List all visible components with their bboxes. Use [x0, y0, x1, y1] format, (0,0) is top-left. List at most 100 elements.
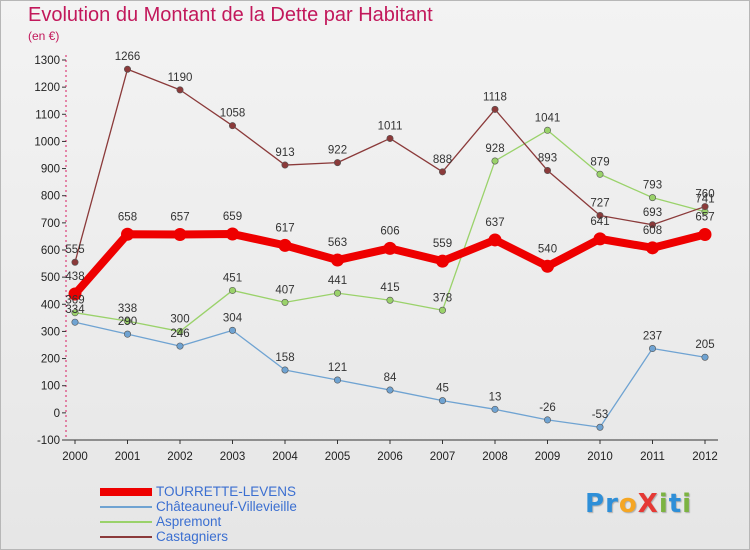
chart-subtitle: (en €): [28, 29, 60, 43]
x-tick-label: 2005: [325, 451, 351, 463]
data-label: 793: [643, 180, 662, 192]
data-label: 338: [118, 303, 137, 315]
data-label: 922: [328, 145, 347, 157]
data-label: 451: [223, 272, 242, 284]
data-point: [124, 317, 132, 325]
data-point: [386, 134, 394, 142]
data-point: [491, 157, 499, 165]
logo-letter: t: [668, 489, 683, 519]
data-point: [648, 221, 656, 229]
legend-label: Aspremont: [156, 514, 222, 529]
data-label: 657: [170, 212, 189, 224]
data-label: 659: [223, 211, 242, 223]
y-tick-label: 1200: [34, 82, 60, 94]
data-labels: 438 658 657 659 617 563 606 559 637 540 641 608 657 3…: [65, 51, 714, 421]
data-label: 1011: [378, 120, 403, 132]
data-point: [71, 309, 79, 317]
legend-swatch: [100, 506, 152, 508]
data-label: 369: [65, 295, 84, 307]
data-label: 606: [380, 225, 399, 237]
data-label: 407: [275, 284, 294, 296]
x-tick-label: 2004: [272, 451, 298, 463]
logo-letter: i: [658, 489, 669, 519]
data-label: 893: [538, 152, 557, 164]
data-point: [593, 232, 607, 246]
y-tick-label: 0: [54, 408, 60, 420]
legend-swatch: [100, 488, 152, 496]
y-tick-label: -100: [37, 435, 60, 447]
data-label: 300: [170, 313, 189, 325]
data-label: 237: [643, 331, 662, 343]
data-point: [541, 259, 554, 273]
data-label: 879: [590, 156, 609, 168]
data-point: [386, 386, 394, 394]
data-label: 641: [590, 216, 609, 228]
data-point: [648, 194, 656, 202]
data-label: 727: [590, 198, 609, 210]
x-tick-label: 2002: [167, 451, 193, 463]
data-point: [124, 330, 132, 338]
data-label: 760: [695, 189, 714, 201]
data-label: 563: [328, 237, 347, 249]
data-point: [281, 161, 289, 169]
data-point: [333, 289, 341, 297]
data-label: 617: [275, 222, 294, 234]
data-label: 13: [489, 391, 502, 403]
data-point: [438, 168, 446, 176]
data-point: [281, 298, 289, 306]
x-tick-label: 2006: [377, 451, 403, 463]
logo-letter: P: [585, 489, 606, 519]
data-point: [176, 86, 184, 94]
data-point: [648, 345, 656, 353]
data-point: [438, 397, 446, 405]
data-label: 1266: [115, 51, 141, 63]
logo-letter: X: [637, 489, 659, 519]
data-label: 1190: [168, 72, 193, 84]
data-label: 657: [695, 212, 714, 224]
data-label: 741: [695, 194, 714, 206]
data-point: [438, 306, 446, 314]
data-label: 608: [643, 225, 662, 237]
data-point: [646, 241, 659, 255]
legend-label: Castagniers: [156, 529, 229, 544]
data-label: -26: [539, 402, 556, 414]
data-point: [331, 253, 344, 267]
x-tick-label: 2012: [692, 451, 718, 463]
y-tick-label: 200: [41, 354, 60, 366]
data-point: [596, 170, 604, 178]
data-point: [71, 258, 79, 266]
data-point: [383, 241, 397, 255]
data-point: [386, 296, 394, 304]
legend-label: TOURRETTE-LEVENS: [156, 484, 297, 499]
data-point: [229, 122, 237, 130]
axes: 1300120011001000900800700600500400300200…: [34, 55, 718, 463]
data-point: [226, 227, 239, 241]
data-point: [701, 353, 709, 361]
y-tick-label: 900: [41, 164, 60, 176]
data-point: [121, 227, 134, 241]
data-point: [333, 159, 341, 167]
data-label: 1041: [535, 112, 561, 124]
data-label: 1118: [483, 91, 507, 103]
legend-label: Châteauneuf-Villevieille: [156, 499, 297, 514]
data-point: [491, 105, 499, 113]
data-label: 121: [328, 362, 347, 374]
y-tick-label: 700: [41, 218, 60, 230]
y-tick-label: 600: [41, 245, 60, 257]
data-point: [543, 166, 551, 174]
y-tick-label: 1000: [34, 136, 60, 148]
data-point: [698, 228, 712, 242]
x-tick-label: 2001: [115, 451, 141, 463]
data-point: [543, 416, 551, 424]
y-tick-label: 800: [41, 191, 60, 203]
data-label: 555: [65, 244, 84, 256]
data-label: 693: [643, 207, 662, 219]
y-tick-label: 300: [41, 326, 60, 338]
data-label: 658: [118, 211, 137, 223]
x-tick-label: 2010: [587, 451, 613, 463]
data-point: [278, 238, 292, 252]
data-point: [281, 366, 289, 374]
x-tick-label: 2007: [430, 451, 456, 463]
x-tick-label: 2003: [220, 451, 246, 463]
